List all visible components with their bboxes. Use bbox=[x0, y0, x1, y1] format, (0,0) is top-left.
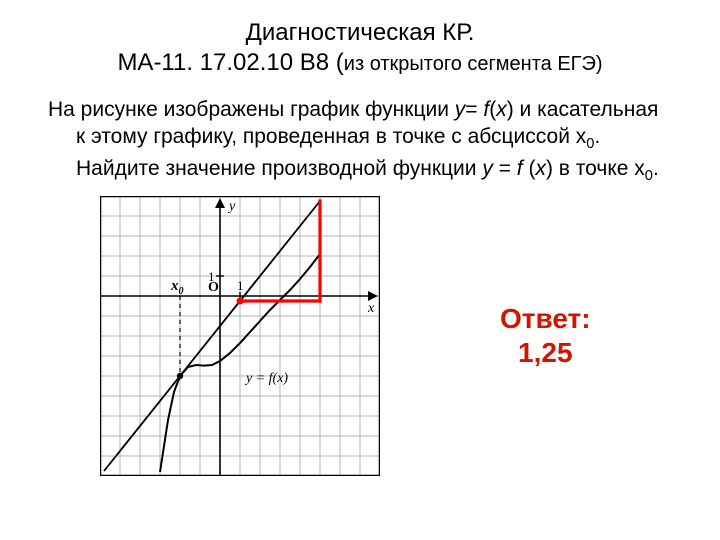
p-frag: = bbox=[493, 157, 517, 180]
slide-title: Диагностическая КР. МА-11. 17.02.10 В8 (… bbox=[40, 18, 680, 78]
p-frag: y bbox=[482, 157, 493, 180]
problem-text: На рисунке изображены график функции y= … bbox=[48, 96, 672, 186]
svg-text:y = f(x): y = f(x) bbox=[244, 371, 288, 386]
svg-text:y: y bbox=[227, 199, 236, 214]
answer-value: 1,25 bbox=[518, 337, 573, 368]
p-frag: = bbox=[465, 98, 483, 121]
p-frag: x bbox=[496, 98, 507, 121]
p-frag: функции bbox=[393, 157, 483, 180]
content-row: yxO11x0y = f(x) Ответ: 1,25 bbox=[100, 196, 680, 476]
chart-svg: yxO11x0y = f(x) bbox=[100, 196, 380, 476]
svg-text:x: x bbox=[367, 301, 375, 316]
p-frag: х bbox=[535, 157, 546, 180]
p-frag: y bbox=[455, 98, 466, 121]
p-frag: f bbox=[517, 157, 529, 180]
title-line1: Диагностическая КР. bbox=[246, 19, 475, 46]
title-line2b: из открытого сегмента ЕГЭ) bbox=[344, 53, 603, 75]
p-frag: ) в точке х bbox=[546, 157, 645, 180]
p-frag: ) и bbox=[507, 98, 532, 121]
answer-label: Ответ: bbox=[500, 303, 591, 334]
answer-block: Ответ: 1,25 bbox=[500, 302, 591, 369]
chart: yxO11x0y = f(x) bbox=[100, 196, 380, 476]
p-frag: На рисунке изображены график функции bbox=[48, 98, 455, 121]
svg-text:1: 1 bbox=[208, 269, 215, 284]
p-sub: 0 bbox=[645, 168, 653, 184]
svg-text:1: 1 bbox=[237, 278, 244, 293]
p-frag: абсциссой х bbox=[468, 125, 587, 148]
title-line2a: МА-11. 17.02.10 В8 ( bbox=[117, 49, 343, 76]
slide: Диагностическая КР. МА-11. 17.02.10 В8 (… bbox=[0, 0, 720, 540]
p-frag: . bbox=[653, 157, 659, 180]
